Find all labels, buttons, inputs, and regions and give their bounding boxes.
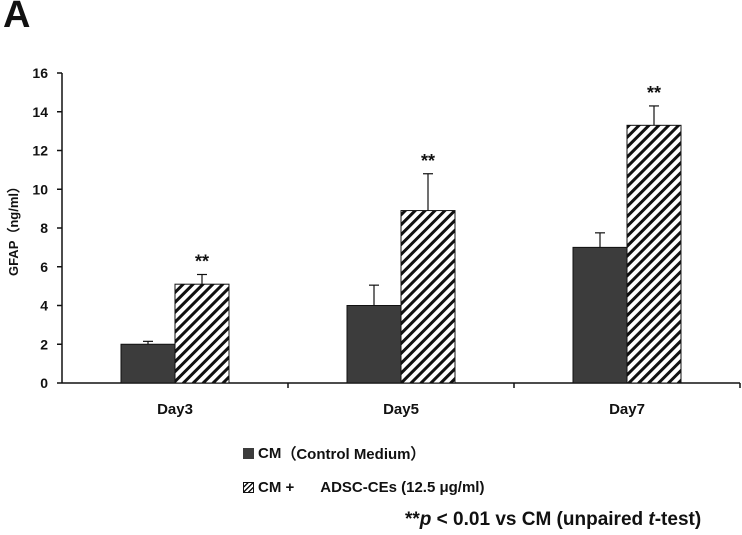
bar bbox=[120, 343, 176, 384]
y-tick-label: 12 bbox=[32, 143, 48, 159]
legend-swatch-solid bbox=[243, 448, 254, 459]
bar-chart: GFAP（ng/ml） 0 2 4 6 8 10 12 14 16 Day3 ** Day5 ** Day… bbox=[6, 65, 741, 418]
bar bbox=[400, 210, 456, 384]
y-axis-title: GFAP（ng/ml） bbox=[6, 180, 21, 276]
panel-label: A bbox=[3, 0, 31, 36]
note-end: -test) bbox=[654, 509, 702, 530]
significance-label: ** bbox=[195, 252, 209, 272]
y-tick-label: 8 bbox=[40, 220, 48, 236]
legend-prefix: CM bbox=[258, 445, 282, 462]
significance-label: ** bbox=[421, 151, 435, 171]
note-mid: < 0.01 vs CM (unpaired bbox=[431, 509, 649, 530]
legend-text: ADSC-CEs (12.5 μg/ml) bbox=[320, 479, 485, 496]
plot-area: 0 2 4 6 8 10 12 14 16 Day3 ** Day5 ** Day7 ** bbox=[32, 65, 741, 418]
x-tick-label: Day5 bbox=[383, 401, 419, 418]
y-tick-label: 10 bbox=[32, 181, 48, 197]
x-tick-label: Day3 bbox=[157, 401, 193, 418]
legend-item-treatment: CM + ADSC-CEs (12.5 μg/ml) bbox=[243, 479, 484, 496]
y-tick-label: 14 bbox=[32, 104, 48, 120]
y-tick-label: 6 bbox=[40, 259, 48, 275]
significance-note: **p < 0.01 vs CM (unpaired t-test) bbox=[405, 509, 701, 531]
bar bbox=[174, 283, 230, 384]
legend-prefix: CM + bbox=[258, 479, 295, 496]
y-tick-label: 4 bbox=[40, 298, 48, 314]
legend-item-control: CM （Control Medium） bbox=[243, 443, 425, 464]
y-tick-label: 0 bbox=[40, 375, 48, 391]
y-tick-label: 16 bbox=[32, 65, 48, 81]
bar bbox=[346, 305, 402, 384]
bar bbox=[572, 246, 628, 384]
note-p: p bbox=[419, 509, 432, 530]
legend-swatch-hatched bbox=[243, 482, 254, 493]
significance-label: ** bbox=[647, 83, 661, 103]
y-tick-label: 2 bbox=[40, 336, 48, 352]
legend-text: （Control Medium） bbox=[281, 446, 426, 463]
note-t: t bbox=[648, 509, 655, 530]
bar bbox=[626, 124, 682, 384]
x-tick-label: Day7 bbox=[609, 401, 645, 418]
note-stars: ** bbox=[405, 509, 420, 530]
